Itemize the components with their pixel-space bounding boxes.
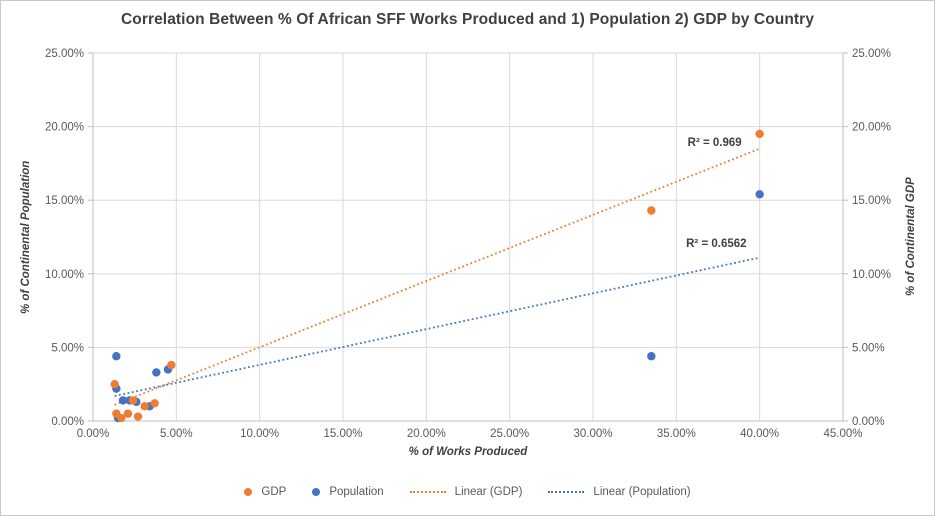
x-tick-label: 20.00% (407, 428, 446, 440)
x-tick-label: 40.00% (740, 428, 779, 440)
y-tick-label-left: 5.00% (51, 342, 84, 354)
data-point-gdp[interactable] (647, 206, 656, 215)
y-tick-label-right: 0.00% (852, 416, 885, 428)
data-point-population[interactable] (112, 352, 121, 361)
x-tick-label: 30.00% (573, 428, 612, 440)
r-squared-label-population: R² = 0.6562 (686, 238, 747, 251)
x-tick-label: 25.00% (490, 428, 529, 440)
legend-item-gdp[interactable]: GDP (244, 486, 286, 498)
y-tick-label-right: 20.00% (852, 122, 891, 134)
y-tick-label-left: 10.00% (45, 269, 84, 281)
y-axis-title-right: % of Continental GDP (905, 177, 917, 297)
legend-label-gdp: GDP (261, 486, 287, 498)
y-tick-label-right: 15.00% (852, 195, 891, 207)
data-point-population[interactable] (118, 396, 128, 405)
legend-item-linear-gdp[interactable]: Linear (GDP) (409, 486, 523, 498)
y-tick-label-left: 25.00% (45, 48, 84, 60)
legend-label-linear-gdp: Linear (GDP) (454, 486, 523, 498)
data-point-gdp[interactable] (123, 409, 133, 418)
data-point-population[interactable] (152, 368, 161, 377)
trendline-linear--population-[interactable] (114, 256, 760, 397)
data-point-gdp[interactable] (128, 396, 138, 405)
r-squared-label-gdp: R² = 0.969 (687, 136, 742, 149)
legend-item-population[interactable]: Population (312, 486, 384, 498)
data-point-gdp[interactable] (117, 413, 126, 423)
gdp-dot-icon (244, 488, 253, 496)
y-tick-label-right: 10.00% (852, 269, 891, 281)
x-axis-title: % of Works Produced (408, 446, 528, 458)
population-dot-icon (312, 488, 321, 496)
data-point-gdp[interactable] (755, 129, 764, 139)
chart-title: Correlation Between % Of African SFF Wor… (120, 11, 815, 28)
y-tick-label-left: 15.00% (45, 195, 84, 207)
chart-legend: GDP Population Linear (GDP) Linear (Popu… (1, 486, 934, 498)
linear-population-dotted-line-icon (548, 491, 585, 493)
y-axis-title-left: % of Continental Population (20, 160, 32, 314)
x-tick-label: 5.00% (160, 428, 193, 440)
linear-gdp-dotted-line-icon (409, 491, 446, 493)
x-tick-label: 45.00% (823, 428, 862, 440)
x-tick-label: 10.00% (240, 428, 279, 440)
y-tick-label-left: 0.00% (51, 416, 84, 428)
y-tick-label-left: 20.00% (45, 122, 84, 134)
legend-label-linear-population: Linear (Population) (593, 486, 691, 498)
data-point-population[interactable] (755, 190, 764, 199)
data-point-population[interactable] (647, 352, 656, 361)
legend-label-population: Population (329, 486, 384, 498)
data-point-gdp[interactable] (140, 402, 149, 411)
y-tick-label-right: 5.00% (852, 342, 885, 354)
x-tick-label: 0.00% (77, 428, 110, 440)
trendline-linear--gdp-[interactable] (114, 147, 760, 406)
data-point-gdp[interactable] (110, 380, 119, 389)
legend-item-linear-population[interactable]: Linear (Population) (548, 486, 691, 498)
y-tick-label-right: 25.00% (852, 48, 891, 60)
x-tick-label: 15.00% (323, 428, 362, 440)
data-point-gdp[interactable] (133, 412, 143, 421)
data-point-gdp[interactable] (167, 360, 176, 370)
data-point-gdp[interactable] (150, 399, 159, 408)
x-tick-label: 35.00% (657, 428, 696, 440)
